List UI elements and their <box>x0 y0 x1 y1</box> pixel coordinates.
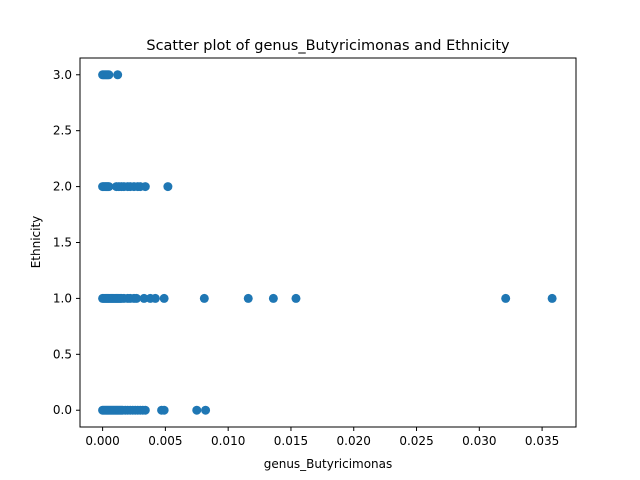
y-tick-label: 3.0 <box>53 68 72 82</box>
data-point <box>268 293 278 303</box>
chart-title: Scatter plot of genus_Butyricimonas and … <box>146 38 510 54</box>
x-tick-label: 0.030 <box>462 434 496 448</box>
data-point <box>201 405 211 415</box>
data-point <box>199 293 209 303</box>
plot-area <box>98 70 557 415</box>
x-tick-label: 0.010 <box>211 434 245 448</box>
x-tick-label: 0.005 <box>148 434 182 448</box>
x-tick-label: 0.025 <box>399 434 433 448</box>
data-point <box>291 293 301 303</box>
data-point <box>104 182 114 192</box>
data-point <box>192 405 202 415</box>
data-point <box>243 293 253 303</box>
data-point <box>132 293 142 303</box>
y-tick-label: 2.5 <box>53 124 72 138</box>
data-point <box>140 405 150 415</box>
data-point <box>139 293 149 303</box>
data-point <box>163 182 173 192</box>
x-axis-label: genus_Butyricimonas <box>264 457 393 471</box>
x-axis: 0.000 0.005 0.010 0.015 0.020 0.025 0.030 0.035 <box>85 427 559 448</box>
x-tick-label: 0.020 <box>337 434 371 448</box>
y-tick-label: 2.0 <box>53 180 72 194</box>
data-point <box>150 293 160 303</box>
y-axis-label: Ethnicity <box>29 216 43 269</box>
data-point <box>547 293 557 303</box>
data-point <box>113 70 123 80</box>
data-point <box>501 293 511 303</box>
y-tick-label: 1.0 <box>53 291 72 305</box>
y-tick-label: 0.0 <box>53 403 72 417</box>
y-axis: 0.0 0.5 1.0 1.5 2.0 2.5 3.0 <box>53 68 80 417</box>
y-tick-label: 1.5 <box>53 236 72 250</box>
data-point <box>159 405 169 415</box>
y-tick-label: 0.5 <box>53 347 72 361</box>
x-tick-label: 0.015 <box>274 434 308 448</box>
data-point <box>140 182 150 192</box>
x-tick-label: 0.035 <box>525 434 559 448</box>
data-point <box>159 293 169 303</box>
data-point <box>104 70 114 80</box>
x-tick-label: 0.000 <box>85 434 119 448</box>
